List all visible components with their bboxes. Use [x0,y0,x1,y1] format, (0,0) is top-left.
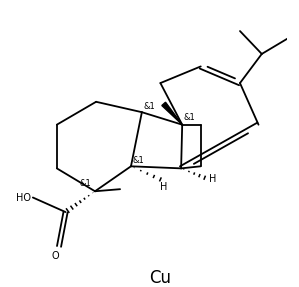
Text: Cu: Cu [150,269,171,287]
Text: &1: &1 [79,179,91,188]
Text: &1: &1 [132,156,144,165]
Text: O: O [51,251,59,261]
Text: &1: &1 [184,113,195,123]
Text: HO: HO [16,193,31,203]
Text: &1: &1 [143,102,155,111]
Text: H: H [209,174,216,184]
Polygon shape [162,102,182,125]
Text: H: H [160,182,167,192]
